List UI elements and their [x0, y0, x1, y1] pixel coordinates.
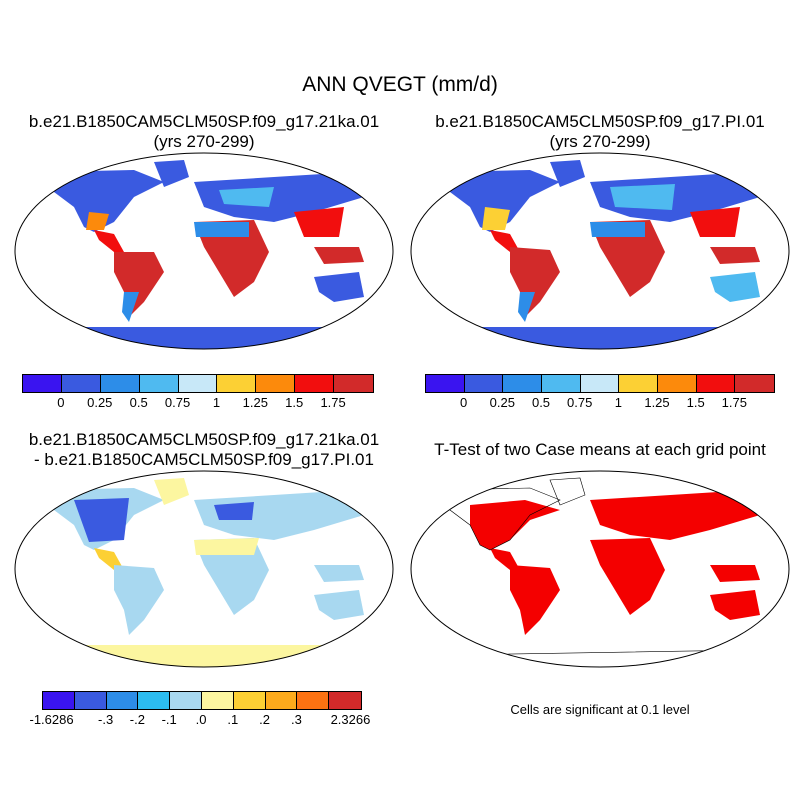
colorbar-tick-label: 1.75 — [721, 395, 747, 410]
colorbar-swatch — [334, 375, 373, 392]
colorbar-tick-label: .3 — [290, 712, 302, 727]
colorbar-swatch — [735, 375, 774, 392]
colorbar-swatch — [106, 692, 139, 709]
colorbar-top-right — [425, 374, 775, 393]
colorbar-swatch — [217, 375, 257, 392]
panel-title-line1: b.e21.B1850CAM5CLM50SP.f09_g17.21ka.01 — [28, 112, 380, 131]
colorbar-tick-label: .2 — [259, 712, 271, 727]
colorbar-top-left — [22, 374, 374, 393]
panel-title-bottom-right: T-Test of two Case means at each grid po… — [434, 440, 766, 459]
main-title: ANN QVEGT (mm/d) — [302, 73, 498, 96]
colorbar-swatch — [426, 375, 465, 392]
colorbar-swatch — [265, 692, 298, 709]
map-bottom-right-fill — [411, 471, 789, 667]
colorbar-swatch — [100, 375, 140, 392]
colorbar-swatch — [201, 692, 234, 709]
colorbar-tick-label: 1.75 — [320, 395, 346, 410]
colorbar-swatch — [580, 375, 620, 392]
colorbar-swatch — [178, 375, 218, 392]
colorbar-tick-label: -.1 — [161, 712, 177, 727]
colorbar-tick-label: -.2 — [129, 712, 145, 727]
colorbar-swatch — [61, 375, 101, 392]
panel-title-line2: (yrs 270-299) — [153, 132, 255, 151]
colorbar-swatch — [23, 375, 62, 392]
map-bottom-left — [14, 470, 394, 668]
panel-title-line2: - b.e21.B1850CAM5CLM50SP.f09_g17.PI.01 — [34, 450, 374, 469]
map-top-right-fill — [411, 153, 789, 349]
colorbar-tick-label: 1.25 — [242, 395, 268, 410]
colorbar-swatch — [696, 375, 736, 392]
panel-title-line2: (yrs 270-299) — [549, 132, 651, 151]
colorbar-tick-label: 0.75 — [567, 395, 593, 410]
colorbar-swatch — [233, 692, 266, 709]
colorbar-tick-label: 1 — [614, 395, 622, 410]
map-top-left — [14, 152, 394, 350]
colorbar-tick-label: .0 — [195, 712, 207, 727]
colorbar-swatch — [138, 692, 171, 709]
colorbar-swatch — [329, 692, 361, 709]
map-bottom-right — [410, 470, 790, 668]
colorbar-tick-label: -1.6286 — [29, 712, 74, 727]
significance-note: Cells are significant at 0.1 level — [510, 702, 690, 717]
colorbar-tick-label: 0.5 — [531, 395, 551, 410]
colorbar-tick-label: 1 — [212, 395, 221, 410]
colorbar-swatch — [43, 692, 75, 709]
map-top-left-fill — [15, 153, 393, 349]
colorbar-tick-label: .1 — [227, 712, 239, 727]
colorbar-tick-label: -.3 — [98, 712, 114, 727]
colorbar-tick-label: 0.25 — [489, 395, 515, 410]
colorbar-swatch — [295, 375, 334, 392]
panel-title-line1: b.e21.B1850CAM5CLM50SP.f09_g17.PI.01 — [435, 112, 765, 131]
colorbar-bottom-left-labels: -1.6286 -.3 -.2 -.1 .0 .1 .2 .3 2.3266 — [29, 712, 370, 728]
colorbar-swatch — [619, 375, 658, 392]
map-bottom-left-fill — [15, 471, 393, 667]
colorbar-swatch — [464, 375, 504, 392]
colorbar-swatch — [74, 692, 107, 709]
panel-title-line1: b.e21.B1850CAM5CLM50SP.f09_g17.21ka.01 — [28, 430, 380, 449]
colorbar-tick-label: 0 — [57, 395, 65, 410]
colorbar-tick-label: 1.25 — [644, 395, 670, 410]
colorbar-tick-label: 2.3266 — [330, 712, 371, 727]
colorbar-swatch — [139, 375, 179, 392]
colorbar-top-left-labels: 0 0.25 0.5 0.75 1 1.25 1.5 1.75 — [22, 395, 372, 411]
colorbar-tick-label: 0.25 — [87, 395, 113, 410]
colorbar-swatch — [170, 692, 202, 709]
colorbar-swatch — [503, 375, 542, 392]
colorbar-top-right-labels: 0 0.25 0.5 0.75 1 1.25 1.5 1.75 — [425, 395, 773, 411]
colorbar-swatch — [541, 375, 581, 392]
colorbar-swatch — [657, 375, 697, 392]
colorbar-tick-label: 0 — [460, 395, 468, 410]
panel-title-top-right: b.e21.B1850CAM5CLM50SP.f09_g17.PI.01 (yr… — [404, 112, 796, 152]
colorbar-bottom-left — [42, 691, 362, 710]
map-top-right — [410, 152, 790, 350]
colorbar-tick-label: 0.75 — [164, 395, 191, 410]
colorbar-tick-label: 1.5 — [285, 395, 304, 410]
colorbar-tick-label: 1.5 — [686, 395, 705, 410]
colorbar-swatch — [256, 375, 296, 392]
colorbar-swatch — [297, 692, 330, 709]
panel-title-top-left: b.e21.B1850CAM5CLM50SP.f09_g17.21ka.01 (… — [8, 112, 400, 152]
colorbar-tick-label: 0.5 — [129, 395, 148, 410]
panel-title-bottom-left: b.e21.B1850CAM5CLM50SP.f09_g17.21ka.01 -… — [8, 430, 400, 470]
